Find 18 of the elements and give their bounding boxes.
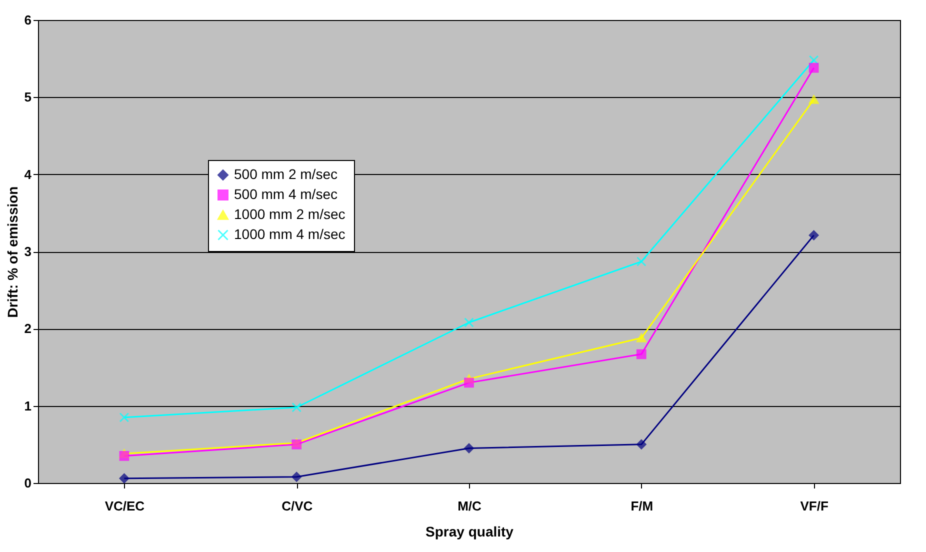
- y-tick-label: 2: [24, 321, 32, 336]
- legend-label: 1000 mm 2 m/sec: [234, 206, 346, 222]
- y-tick-label: 0: [24, 476, 32, 490]
- y-tick-label: 5: [24, 90, 32, 105]
- y-tick-label: 6: [24, 12, 32, 28]
- x-tick-label: VF/F: [800, 498, 828, 514]
- y-axis-title: Drift: % of emission: [4, 186, 20, 318]
- legend-label: 500 mm 2 m/sec: [234, 166, 338, 182]
- x-tick-label: C/VC: [282, 498, 314, 514]
- x-axis-title: Spray quality: [426, 524, 514, 540]
- x-tick-label: M/C: [458, 498, 482, 514]
- legend-label: 1000 mm 4 m/sec: [234, 226, 346, 242]
- x-tick-label: VC/EC: [104, 498, 146, 514]
- legend-label: 500 mm 4 m/sec: [234, 186, 338, 202]
- y-tick-label: 4: [24, 166, 32, 182]
- y-tick-label: 3: [24, 244, 32, 259]
- y-tick-label: 1: [24, 398, 32, 414]
- x-tick-label: F/M: [630, 498, 654, 514]
